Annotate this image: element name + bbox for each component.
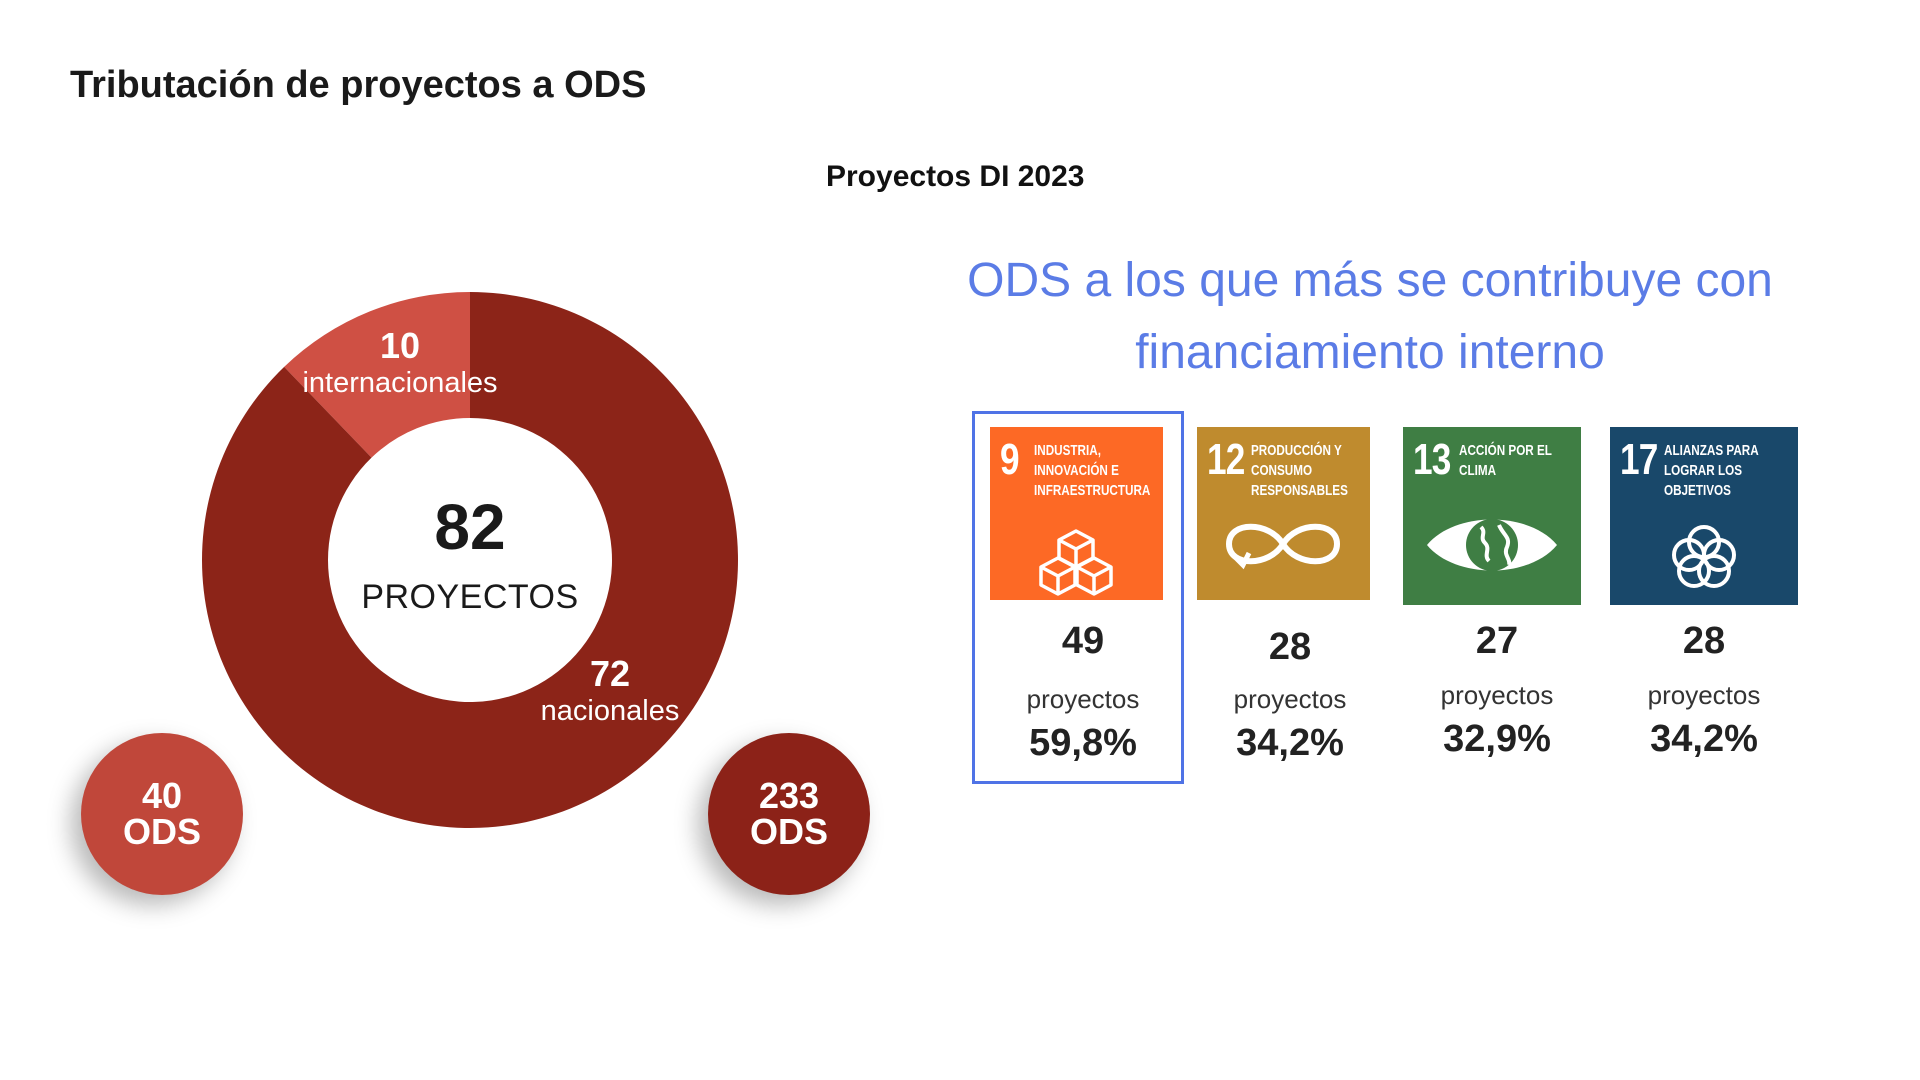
ods-card-percent: 34,2% (1650, 718, 1758, 760)
ods-tile-name: ACCIÓN POR EL CLIMA (1459, 442, 1552, 479)
ods-heading: ODS a los que más se contribuye con fina… (967, 254, 1773, 379)
ods-tile-name: PRODUCCIÓN Y CONSUMO RESPONSABLES (1251, 442, 1348, 499)
ods-card-13: 13 ACCIÓN POR EL CLIMA 27 proyectos 32,9… (1397, 420, 1597, 780)
cubes-icon (1039, 529, 1113, 596)
segment-value-nacionales: 72 (589, 653, 631, 694)
ods-card-percent: 32,9% (1443, 718, 1551, 760)
ods-tile-number: 9 (1000, 435, 1020, 484)
ods-card-12: 12 PRODUCCIÓN Y CONSUMO RESPONSABLES 28 … (1190, 420, 1390, 780)
ods-tile-17: 17 ALIANZAS PARA LOGRAR LOS OBJETIVOS (1610, 427, 1798, 605)
ods-bubble-label: ODS (122, 811, 201, 852)
ods-tile-number: 12 (1207, 435, 1245, 484)
ods-card-count: 27 (1475, 620, 1519, 662)
ods-card-count-label: proyectos (1026, 684, 1140, 714)
ods-tile-name: ALIANZAS PARA LOGRAR LOS OBJETIVOS (1664, 442, 1759, 499)
ods-card-count: 28 (1268, 626, 1312, 668)
ods-bubble-internacionales: 40 ODS (81, 733, 243, 895)
ods-bubble-value: 40 (141, 775, 183, 816)
ods-bubble-nacionales: 233 ODS (708, 733, 870, 895)
ods-card-count-label: proyectos (1233, 684, 1347, 714)
page-title: Tributación de proyectos a ODS (70, 64, 647, 106)
infinity-icon (1225, 523, 1341, 570)
ods-tile-number: 17 (1620, 435, 1658, 484)
ods-tile-12: 12 PRODUCCIÓN Y CONSUMO RESPONSABLES (1197, 427, 1370, 600)
ods-tile-number: 13 (1413, 435, 1451, 484)
segment-label-nacionales: 72 nacionales (500, 654, 720, 728)
ods-tile-name: INDUSTRIA, INNOVACIÓN E INFRAESTRUCTURA (1034, 442, 1151, 499)
ods-card-count-label: proyectos (1647, 680, 1761, 710)
chart-subtitle: Proyectos DI 2023 (826, 160, 1085, 193)
ods-tile-13: 13 ACCIÓN POR EL CLIMA (1403, 427, 1581, 605)
ods-card-count: 49 (1061, 620, 1105, 662)
ods-card-count-label: proyectos (1440, 680, 1554, 710)
highlight-frame (972, 411, 1184, 784)
eye-globe-icon (1427, 519, 1557, 571)
donut-total-label: PROYECTOS (361, 578, 579, 616)
rings-icon (1672, 525, 1736, 588)
ods-card-percent: 34,2% (1236, 722, 1344, 764)
ods-card-count: 28 (1682, 620, 1726, 662)
ods-card-9: 9 INDUSTRIA, INNOVACIÓN E INFRAESTRUCTUR… (983, 420, 1183, 780)
segment-name-nacionales: nacionales (540, 695, 680, 727)
segment-value-internacionales: 10 (379, 325, 421, 366)
donut-total-value: 82 (434, 491, 506, 563)
ods-bubble-value: 233 (758, 775, 820, 816)
ods-tile-9: 9 INDUSTRIA, INNOVACIÓN E INFRAESTRUCTUR… (990, 427, 1163, 600)
segment-label-internacionales: 10 internacionales (290, 326, 510, 400)
donut-segment-internacionales (284, 292, 470, 458)
ods-card-17: 17 ALIANZAS PARA LOGRAR LOS OBJETIVOS 28… (1604, 420, 1804, 780)
segment-name-internacionales: internacionales (302, 367, 498, 399)
ods-bubble-label: ODS (749, 811, 828, 852)
ods-card-percent: 59,8% (1029, 722, 1137, 764)
